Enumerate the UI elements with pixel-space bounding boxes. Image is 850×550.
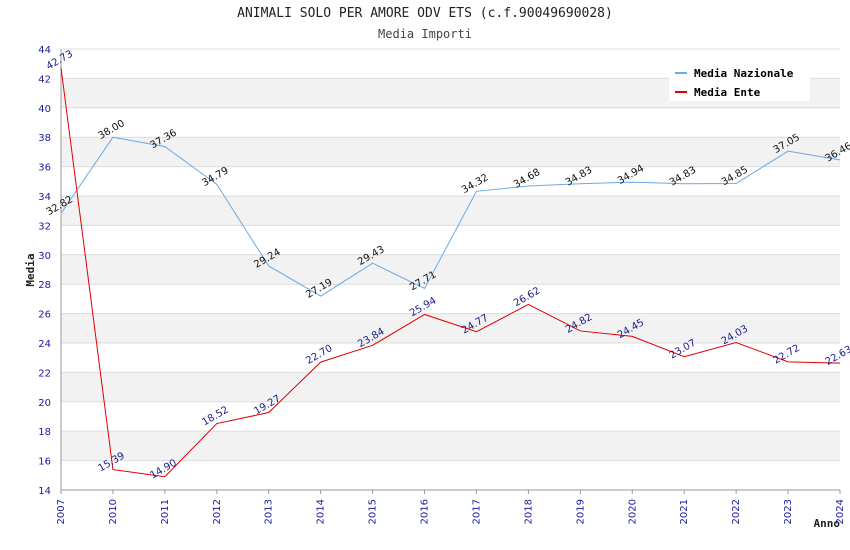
x-tick-label: 2018	[523, 499, 534, 524]
grid-band	[61, 284, 840, 314]
x-tick-label: 2023	[783, 499, 794, 524]
x-tick-label: 2024	[835, 499, 846, 524]
y-tick-label: 14	[38, 486, 51, 497]
y-tick-label: 40	[38, 104, 51, 115]
x-tick-label: 2014	[316, 499, 327, 524]
legend-entry: Media Ente	[694, 86, 761, 99]
x-tick-label: 2010	[108, 499, 119, 524]
x-tick-label: 2021	[679, 499, 690, 524]
y-tick-label: 16	[38, 457, 51, 468]
y-tick-label: 44	[38, 45, 51, 56]
x-tick-label: 2013	[264, 499, 275, 524]
x-tick-label: 2016	[420, 499, 431, 524]
chart-subtitle: Media Importi	[378, 27, 472, 41]
series-line-media-nazionale	[60, 136, 841, 297]
x-tick-label: 2019	[575, 499, 586, 524]
y-tick-label: 36	[38, 163, 51, 174]
grid-band	[61, 137, 840, 167]
y-tick-label: 42	[38, 74, 51, 85]
grid-band	[61, 372, 840, 402]
y-tick-label: 26	[38, 310, 51, 321]
y-axis-label: Media	[24, 253, 37, 286]
x-tick-label: 2020	[627, 499, 638, 524]
x-tick-label: 2011	[160, 499, 171, 524]
grid-band	[61, 254, 840, 285]
grid-band	[61, 401, 840, 432]
x-tick-label: 2007	[56, 499, 67, 524]
x-tick-label: 2012	[212, 499, 223, 524]
legend-entry: Media Nazionale	[694, 67, 794, 80]
y-tick-label: 38	[38, 133, 51, 144]
grid-band	[61, 166, 840, 196]
y-tick-label: 34	[38, 192, 51, 203]
x-tick-label: 2017	[471, 499, 482, 524]
grid-band	[61, 460, 840, 490]
series-line-media-ente	[60, 67, 841, 478]
y-tick-label: 30	[38, 251, 51, 262]
grid-band	[61, 343, 840, 373]
y-tick-label: 20	[38, 398, 51, 409]
grid-band	[61, 313, 840, 343]
y-tick-label: 24	[38, 339, 51, 350]
grid-band	[61, 107, 840, 138]
y-tick-label: 28	[38, 280, 51, 291]
grid-band	[61, 431, 840, 461]
y-tick-label: 18	[38, 427, 51, 438]
x-tick-label: 2015	[368, 499, 379, 524]
legend-box	[669, 59, 810, 101]
y-tick-label: 32	[38, 221, 51, 232]
chart-title: ANIMALI SOLO PER AMORE ODV ETS (c.f.9004…	[237, 6, 613, 21]
grid-band	[61, 196, 840, 226]
y-tick-label: 22	[38, 368, 51, 379]
x-tick-label: 2022	[731, 499, 742, 524]
x-axis-label: Anno	[814, 517, 841, 530]
